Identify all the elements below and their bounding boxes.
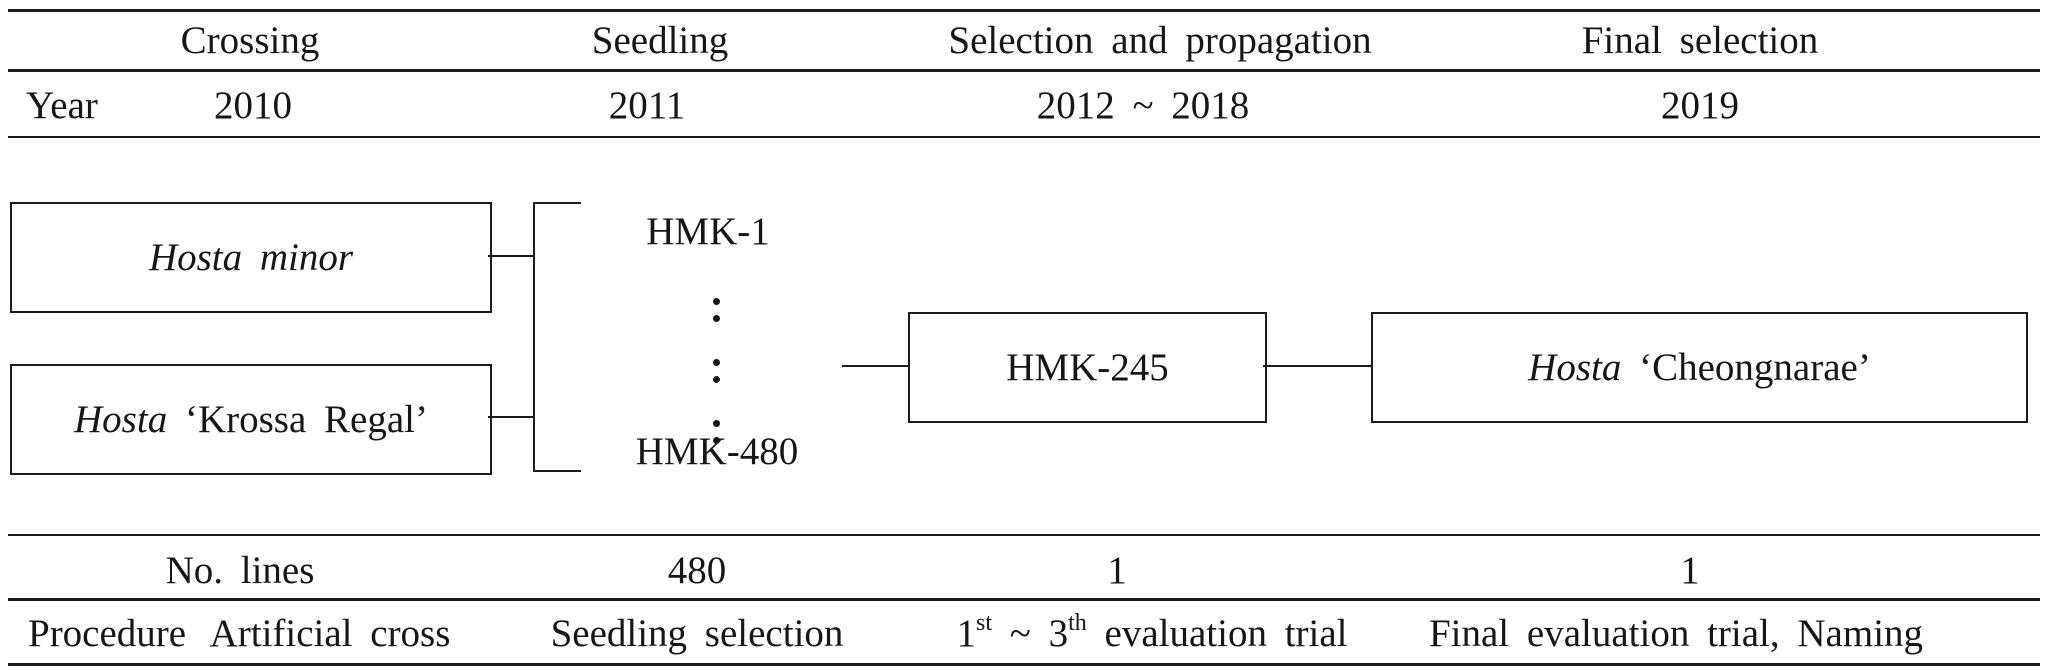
rule-under-header xyxy=(8,69,2040,72)
cross-bracket-vertical xyxy=(533,202,535,472)
procedure-selection-sup1: st xyxy=(975,610,992,636)
parent2-name: Hosta ‘Krossa Regal’ xyxy=(74,397,428,442)
parent-box-hosta-minor: Hosta minor xyxy=(10,202,492,313)
procedure-selection-p3: evaluation trial xyxy=(1086,612,1348,655)
procedure-row-label: Procedure xyxy=(28,612,187,655)
cross-bracket-bottom-tick xyxy=(533,470,581,472)
stage-header-selection: Selection and propagation xyxy=(948,19,1372,62)
year-seedling: 2011 xyxy=(608,84,686,127)
connector-parent1 xyxy=(488,255,533,257)
stage-header-final: Final selection xyxy=(1581,19,1819,62)
rule-top xyxy=(8,9,2040,12)
parent2-genus: Hosta xyxy=(74,398,168,441)
procedure-crossing: Artificial cross xyxy=(209,612,451,655)
no-lines-final: 1 xyxy=(1680,549,1700,592)
no-lines-seedling: 480 xyxy=(667,549,727,592)
seedling-last-label: HMK-480 xyxy=(635,430,799,473)
connector-to-final xyxy=(1263,365,1371,367)
ellipsis-dot xyxy=(713,437,720,444)
rule-bottom xyxy=(8,663,2040,666)
procedure-selection: 1st ~ 3th evaluation trial xyxy=(956,611,1348,655)
year-crossing: 2010 xyxy=(214,84,292,127)
no-lines-selection: 1 xyxy=(1107,549,1127,592)
ellipsis-dot xyxy=(713,315,720,322)
selected-line-label: HMK-245 xyxy=(1006,346,1169,389)
seedling-first-label: HMK-1 xyxy=(646,210,770,253)
final-cultivar: ‘Cheongnarae’ xyxy=(1621,346,1871,389)
year-selection: 2012 ~ 2018 xyxy=(1036,84,1250,127)
ellipsis-dot xyxy=(713,359,720,366)
stage-header-crossing: Crossing xyxy=(180,19,320,62)
procedure-selection-p1: 1 xyxy=(956,612,976,655)
ellipsis-dot xyxy=(713,376,720,383)
procedure-final: Final evaluation trial, Naming xyxy=(1428,612,1924,655)
parent1-name: Hosta minor xyxy=(148,236,354,279)
no-lines-row-label: No. lines xyxy=(165,549,315,592)
connector-parent2 xyxy=(488,416,533,418)
rule-under-no-lines xyxy=(8,598,2040,601)
year-final: 2019 xyxy=(1661,84,1739,127)
final-cultivar-box: Hosta ‘Cheongnarae’ xyxy=(1371,312,2028,423)
stage-header-seedling: Seedling xyxy=(591,19,729,62)
procedure-seedling: Seedling selection xyxy=(550,612,844,655)
procedure-selection-p2: ~ 3 xyxy=(991,612,1069,655)
connector-to-selected xyxy=(842,365,908,367)
cross-bracket-top-tick xyxy=(533,202,581,204)
parent2-cultivar: ‘Krossa Regal’ xyxy=(167,398,428,441)
rule-above-no-lines xyxy=(8,534,2040,536)
final-cultivar-name: Hosta ‘Cheongnarae’ xyxy=(1528,345,1871,390)
selected-line-box: HMK-245 xyxy=(908,312,1267,423)
procedure-selection-sup2: th xyxy=(1068,610,1087,636)
parent-box-krossa-regal: Hosta ‘Krossa Regal’ xyxy=(10,364,492,475)
year-row-label: Year xyxy=(26,84,98,127)
ellipsis-dot xyxy=(713,420,720,427)
ellipsis-dot xyxy=(713,298,720,305)
final-genus: Hosta xyxy=(1528,346,1622,389)
rule-under-year xyxy=(8,136,2040,138)
